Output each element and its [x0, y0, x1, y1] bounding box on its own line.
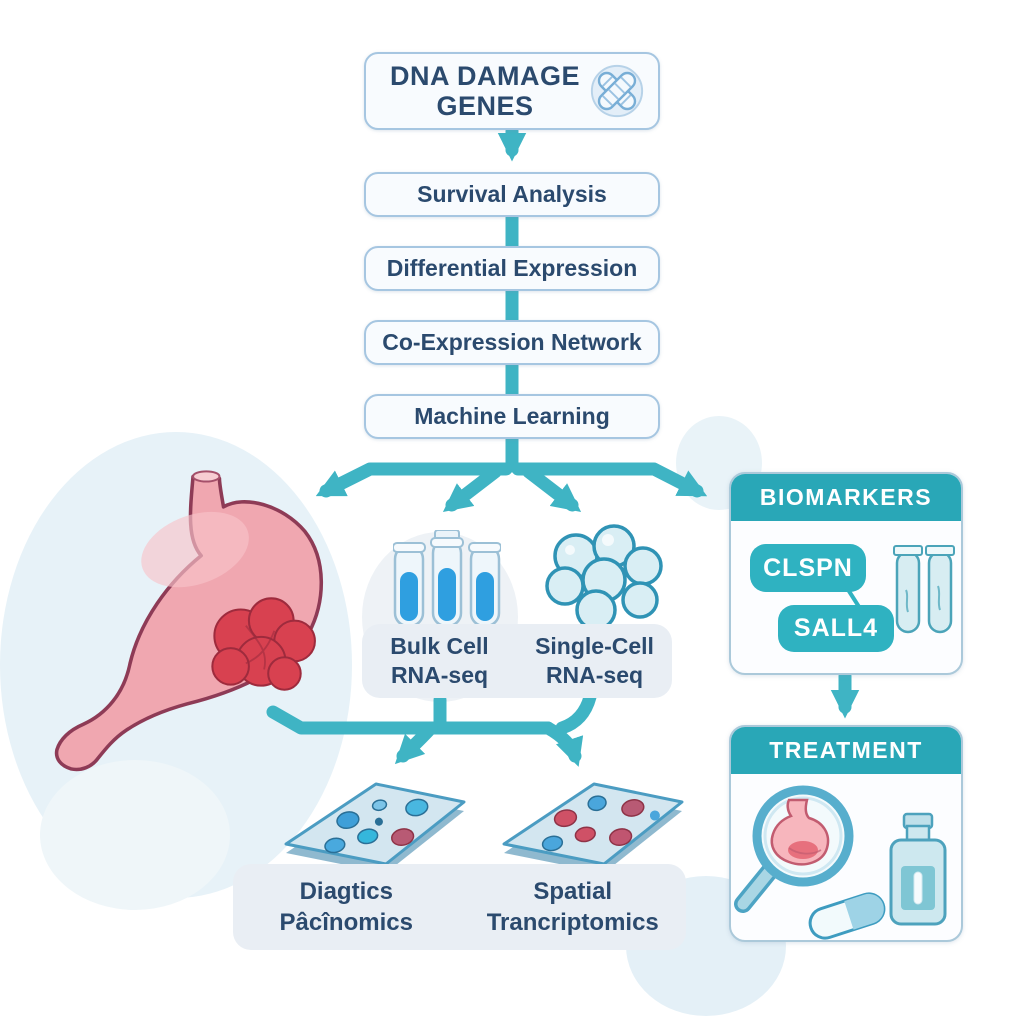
gene-link-line: [845, 586, 863, 612]
biomarkers-title: BIOMARKERS: [759, 484, 933, 510]
rnaseq-labels-box: Bulk Cell RNA-seq Single-Cell RNA-seq: [362, 624, 672, 698]
step-machine-learning: Machine Learning: [364, 394, 660, 439]
gene-pill-sall4: SALL4: [778, 605, 894, 652]
bulk-line2: RNA-seq: [390, 662, 489, 688]
single-cell-line1: Single-Cell: [535, 632, 654, 659]
step-label: Machine Learning: [414, 403, 610, 429]
gene-name: CLSPN: [763, 553, 853, 582]
magnifier-stomach-icon: [734, 785, 854, 913]
right-output-line1: Spatial: [533, 877, 613, 905]
biomarkers-panel: BIOMARKERS CLSPN SALL4: [729, 472, 963, 675]
treatment-title: TREATMENT: [769, 737, 923, 763]
output-labels-box: Diagtics Pâcînomics Spatial Trancriptomi…: [233, 864, 686, 950]
gene-pill-clspn: CLSPN: [750, 544, 866, 592]
left-output-label: Diagtics Pâcînomics: [233, 876, 460, 938]
step-label: Differential Expression: [386, 255, 638, 281]
bulk-line1: Bulk Cell: [390, 632, 489, 659]
medicine-bottle-icon: [889, 812, 947, 926]
step-label: Survival Analysis: [417, 181, 607, 207]
treatment-header: TREATMENT: [731, 727, 961, 774]
biomarkers-header: BIOMARKERS: [731, 474, 961, 521]
left-output-line1: Diagtics: [299, 877, 393, 905]
microarray-slides-icon: [284, 782, 684, 873]
dna-damage-genes-box: DNA DAMAGE GENES: [364, 52, 660, 130]
dna-icon: [590, 64, 644, 118]
treatment-panel: TREATMENT: [729, 725, 963, 942]
right-output-line2: Trancriptomics: [486, 909, 659, 936]
left-output-line2: Pâcînomics: [279, 909, 413, 936]
cell-cluster-icon: [545, 524, 663, 631]
background-blob: [40, 760, 230, 910]
stomach-icon: [54, 470, 323, 772]
capsule-icon: [808, 892, 886, 940]
right-output-label: Spatial Trancriptomics: [460, 876, 687, 938]
treatment-icons: [734, 785, 947, 940]
single-cell-rnaseq-label: Single-Cell RNA-seq: [517, 632, 672, 691]
sample-tubes-icon: [893, 545, 955, 634]
step-label: Co-Expression Network: [382, 329, 642, 355]
dna-damage-genes-label: DNA DAMAGE GENES: [390, 60, 580, 121]
step-co-expression-network: Co-Expression Network: [364, 320, 660, 365]
bulk-rnaseq-label: Bulk Cell RNA-seq: [362, 632, 517, 691]
step-differential-expression: Differential Expression: [364, 246, 660, 291]
step-survival-analysis: Survival Analysis: [364, 172, 660, 217]
gene-name: SALL4: [793, 614, 879, 642]
test-tubes-icon: [393, 530, 501, 628]
single-cell-line2: RNA-seq: [545, 662, 644, 688]
